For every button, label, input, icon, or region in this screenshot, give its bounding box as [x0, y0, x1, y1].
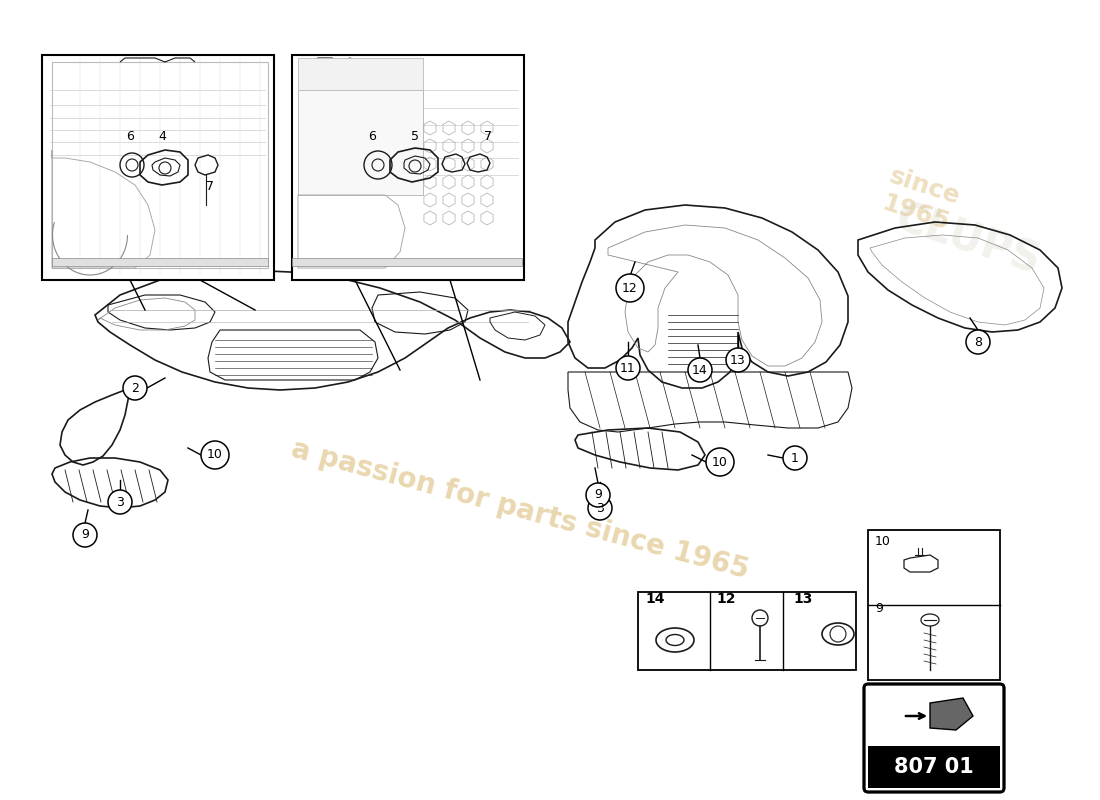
Text: 14: 14 [692, 363, 708, 377]
Text: 10: 10 [874, 535, 891, 548]
Text: 13: 13 [793, 592, 813, 606]
Text: 3: 3 [117, 495, 124, 509]
Text: 1: 1 [791, 451, 799, 465]
FancyBboxPatch shape [864, 684, 1004, 792]
Circle shape [783, 446, 807, 470]
Text: 7: 7 [206, 180, 214, 193]
Text: 13: 13 [730, 354, 746, 366]
Text: 8: 8 [974, 335, 982, 349]
Bar [292, 258, 522, 266]
Text: a passion for parts since 1965: a passion for parts since 1965 [288, 435, 752, 585]
Text: 9: 9 [874, 602, 883, 615]
Text: 14: 14 [645, 592, 664, 606]
Circle shape [726, 348, 750, 372]
Circle shape [616, 356, 640, 380]
Text: 11: 11 [620, 362, 636, 374]
Text: 7: 7 [484, 130, 492, 143]
Text: 5: 5 [411, 130, 419, 143]
Bar [298, 58, 424, 90]
Text: since
1965: since 1965 [877, 164, 962, 236]
Bar [298, 90, 424, 195]
Bar [868, 746, 1000, 788]
Text: 2: 2 [131, 382, 139, 394]
Text: 12: 12 [716, 592, 736, 606]
Circle shape [73, 523, 97, 547]
Circle shape [108, 490, 132, 514]
Text: 9: 9 [594, 489, 602, 502]
Circle shape [588, 496, 612, 520]
Text: 4: 4 [158, 130, 166, 143]
Circle shape [706, 448, 734, 476]
Polygon shape [930, 698, 974, 730]
Text: CLUPS: CLUPS [890, 197, 1046, 283]
Text: 807 01: 807 01 [894, 757, 974, 777]
Bar [52, 258, 268, 266]
Text: 3: 3 [596, 502, 604, 514]
Circle shape [201, 441, 229, 469]
Circle shape [966, 330, 990, 354]
Circle shape [586, 483, 611, 507]
Text: 6: 6 [368, 130, 376, 143]
Bar [868, 530, 1000, 680]
Text: 12: 12 [623, 282, 638, 294]
Circle shape [688, 358, 712, 382]
Text: 9: 9 [81, 529, 89, 542]
Bar [42, 55, 274, 280]
Text: 10: 10 [712, 455, 728, 469]
Circle shape [123, 376, 147, 400]
Bar [292, 55, 524, 280]
Circle shape [616, 274, 644, 302]
Bar [638, 592, 856, 670]
Text: 10: 10 [207, 449, 223, 462]
Text: 6: 6 [126, 130, 134, 143]
